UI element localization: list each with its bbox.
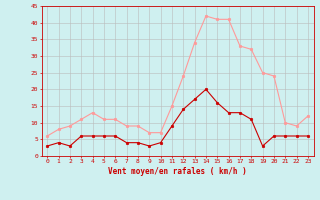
X-axis label: Vent moyen/en rafales ( km/h ): Vent moyen/en rafales ( km/h ) <box>108 167 247 176</box>
